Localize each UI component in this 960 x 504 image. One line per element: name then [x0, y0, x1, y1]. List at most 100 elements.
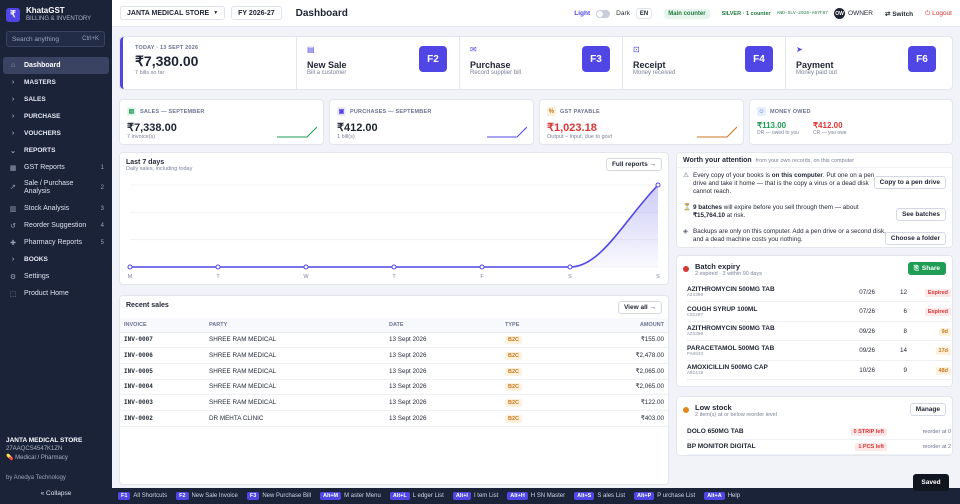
shortcut-f2[interactable]: F2 New Sale Invoice	[176, 492, 238, 500]
shortcut-key: Alt+H	[507, 492, 528, 500]
x-tick-label: W	[303, 274, 309, 280]
shortcut-alt-s[interactable]: Alt+S S ales List	[574, 492, 625, 500]
cell-amount: ₹403.00	[595, 410, 668, 427]
manage-button[interactable]: Manage	[909, 403, 946, 416]
document-icon: ▤	[307, 45, 315, 54]
attention-item: ⚠ Every copy of your books is on this com…	[683, 172, 945, 196]
data-point[interactable]	[567, 264, 573, 270]
shortcut-key: F3	[582, 46, 610, 72]
store-info: JANTA MEDICAL STORE 27AAQCS4547K1ZN 💊 Me…	[6, 437, 106, 461]
x-tick-label: S	[568, 274, 572, 280]
sidebar-item-sale-purchase-analysis[interactable]: ↗ Sale / Purchase Analysis 2	[3, 176, 109, 200]
attention-card: Worth your attention from your own recor…	[676, 152, 953, 248]
expiry-badge: 17d	[935, 347, 951, 355]
data-point[interactable]	[479, 264, 485, 270]
data-point[interactable]	[391, 264, 397, 270]
data-point[interactable]	[215, 264, 221, 270]
batch-row[interactable]: AMOXICILLIN 500MG CAP AM2418 10/26 9 48d	[687, 361, 951, 380]
sidebar-item-pharmacy-reports[interactable]: ✚ Pharmacy Reports 5	[3, 234, 109, 251]
language-selector[interactable]: EN	[635, 8, 653, 19]
shortcut-label: New Sale Invoice	[191, 493, 238, 499]
shortcut-alt-l[interactable]: Alt+L L edger List	[389, 492, 444, 500]
shortcut-f1[interactable]: F1 All Shortcuts	[118, 492, 167, 500]
shortcut-label: All Shortcuts	[133, 493, 168, 499]
purchases-stat-card[interactable]: ▣ PURCHASES — SEPTEMBER ₹412.00 1 bill(s)	[329, 99, 534, 145]
sidebar-item-purchase[interactable]: › PURCHASE	[3, 108, 109, 125]
batch-qty: 9	[903, 366, 907, 374]
avatar: OW	[834, 8, 846, 19]
collapse-button[interactable]: « Collapse	[40, 490, 72, 497]
sidebar-item-masters[interactable]: › MASTERS	[3, 74, 109, 91]
quick-action-new-sale[interactable]: ▤ New Sale Bill a customer F2	[296, 37, 456, 89]
data-point[interactable]	[127, 264, 133, 270]
share-button[interactable]: ⎘ Share	[907, 262, 946, 275]
batch-row[interactable]: PARACETAMOL 500MG TAB PA8833 09/26 14 17d	[687, 342, 951, 361]
sidebar-item-books[interactable]: › BOOKS	[3, 251, 109, 268]
quick-action-payment[interactable]: ➤ Payment Money paid out F6	[785, 37, 945, 89]
shortcut-key: F2	[419, 46, 447, 72]
shortcut-key: F6	[908, 46, 936, 72]
attention-action-button[interactable]: Choose a folder	[884, 232, 946, 245]
sidebar-item-vouchers[interactable]: › VOUCHERS	[3, 125, 109, 142]
data-point[interactable]	[655, 182, 661, 188]
type-badge: B2C	[505, 383, 523, 392]
table-row[interactable]: INV-0002 DR MEHTA CLINIC 13 Sept 2026 B2C ₹4…	[120, 410, 668, 427]
full-reports-button[interactable]: Full reports →	[605, 158, 662, 171]
sales-stat-card[interactable]: ▤ SALES — SEPTEMBER ₹7,338.00 7 invoice(s…	[119, 99, 324, 145]
shortcut-key: F3	[246, 492, 260, 500]
sidebar-item-label: VOUCHERS	[24, 130, 61, 137]
sidebar-item-product-home[interactable]: ⬚ Product Home	[3, 285, 109, 302]
cell-invoice: INV-0005	[120, 363, 209, 380]
attention-item: ◈ Backups are only on this computer. Add …	[683, 228, 945, 244]
sidebar-item-gst-reports[interactable]: ▦ GST Reports 1	[3, 159, 109, 176]
expiry-badge: 9d	[938, 327, 951, 336]
sidebar-item-dashboard[interactable]: ⌂ Dashboard	[3, 57, 109, 74]
warning-dot	[683, 407, 689, 413]
batch-row[interactable]: AZITHROMYCIN 500MG TAB AZ3300 07/26 12 Expir…	[687, 283, 951, 302]
batch-status: Expired	[907, 288, 951, 297]
search-input[interactable]: Search anything Ctrl+K	[6, 31, 105, 47]
sidebar-item-stock-analysis[interactable]: ▥ Stock Analysis 3	[3, 200, 109, 217]
theme-toggle[interactable]	[596, 9, 611, 18]
low-stock-row[interactable]: DOLO 650MG TAB 0 STRIP left reorder at 0	[687, 424, 951, 440]
shortcut-alt-m[interactable]: Alt+M M aster Menu	[320, 492, 381, 500]
low-stock-row[interactable]: BP MONITOR DIGITAL 1 PCS left reorder at 2	[687, 439, 951, 455]
shortcut-f3[interactable]: F3 New Purchase Bill	[246, 492, 311, 500]
logout-button[interactable]: ⏻ Logout	[925, 9, 952, 17]
table-row[interactable]: INV-0005 SHREE RAM MEDICAL 13 Sept 2026 B2C…	[120, 363, 668, 380]
quick-action-receipt[interactable]: ⊡ Receipt Money received F4	[622, 37, 782, 89]
chevron-right-icon: ›	[11, 113, 15, 120]
low-stock-item-name: DOLO 650MG TAB	[687, 428, 744, 435]
batch-code: AZ3300	[687, 332, 704, 337]
store-gstin: 27AAQCS4547K1ZN	[6, 446, 63, 452]
view-all-button[interactable]: View all →	[617, 301, 662, 314]
table-row[interactable]: INV-0007 SHREE RAM MEDICAL 13 Sept 2026 B2C…	[120, 332, 668, 349]
quick-action-purchase[interactable]: ✉ Purchase Record supplier bill F3	[459, 37, 619, 89]
sidebar-item-sales[interactable]: › SALES	[3, 91, 109, 108]
batch-row[interactable]: AZITHROMYCIN 500MG TAB AZ3300 09/26 8 9d	[687, 322, 951, 341]
shortcut-alt-h[interactable]: Alt+H H SN Master	[507, 492, 565, 500]
fy-selector[interactable]: FY 2026-27	[231, 6, 282, 20]
switch-button[interactable]: ⇄ Switch	[884, 10, 914, 18]
gst-stat-card[interactable]: % GST PAYABLE ₹1,023.18 Output − input, d…	[539, 99, 744, 145]
sidebar-item-reorder-suggestion[interactable]: ↺ Reorder Suggestion 4	[3, 217, 109, 234]
brand[interactable]: ₹ KhataGST BILLING & INVENTORY	[6, 6, 91, 23]
batch-row[interactable]: COUGH SYRUP 100ML CS2207 07/26 6 Expired	[687, 303, 951, 322]
sidebar-item-settings[interactable]: ⚙ Settings	[3, 268, 109, 285]
table-row[interactable]: INV-0006 SHREE RAM MEDICAL 13 Sept 2026 B2C…	[120, 347, 668, 364]
gst-stat-sub: Output − input, due to govt	[547, 134, 612, 140]
table-row[interactable]: INV-0003 SHREE RAM MEDICAL 13 Sept 2026 B2C…	[120, 394, 668, 411]
summary-bar: TODAY · 13 SEPT 2026 ₹7,380.00 7 bills s…	[119, 36, 953, 90]
shortcut-alt-p[interactable]: Alt+P P urchase List	[634, 492, 695, 500]
table-row[interactable]: INV-0004 SHREE RAM MEDICAL 13 Sept 2026 B2C…	[120, 379, 668, 396]
sidebar-item-reports[interactable]: ⌄ REPORTS	[3, 142, 109, 159]
batch-item-name: AMOXICILLIN 500MG CAP	[687, 364, 768, 371]
shortcut-alt-a[interactable]: Alt+A Help	[704, 492, 740, 500]
data-point[interactable]	[303, 264, 309, 270]
shortcut-alt-i[interactable]: Alt+I I tem List	[452, 492, 498, 500]
attention-action-button[interactable]: See batches	[896, 208, 946, 221]
attention-action-button[interactable]: Copy to a pen drive	[873, 176, 946, 189]
store-selector[interactable]: JANTA MEDICAL STORE ▼	[120, 6, 226, 20]
pharmacy-reports-icon: ✚	[10, 239, 16, 247]
money-owed-card[interactable]: ☺ MONEY OWED ₹113.00 DR — owed to you ₹412…	[749, 99, 953, 145]
